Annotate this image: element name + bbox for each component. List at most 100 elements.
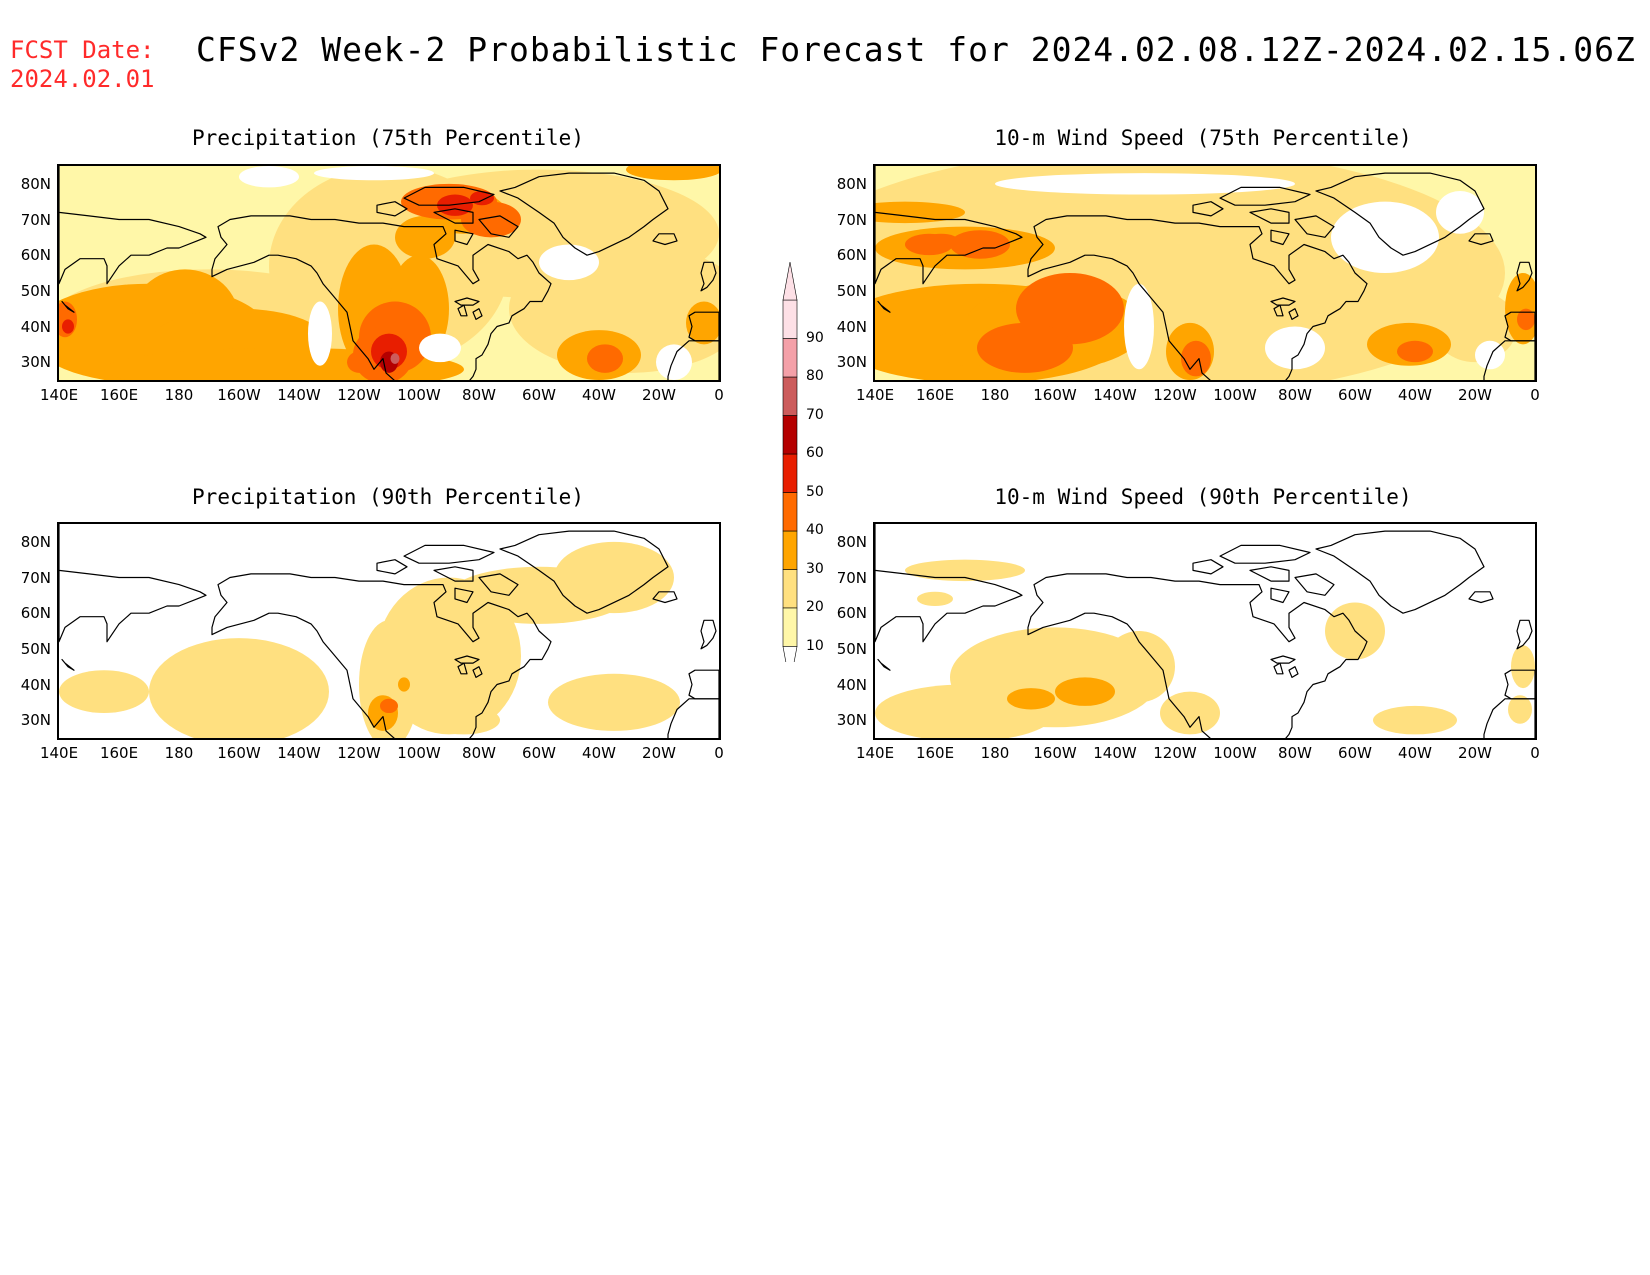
- lon-tick-label: 140E: [855, 386, 895, 404]
- lat-tick-label: 40N: [836, 675, 867, 694]
- coastline: [376, 559, 408, 575]
- map-wind90-svg: [875, 524, 1535, 738]
- probability-contour-level-40: [977, 322, 1073, 373]
- lat-tick-label: 60N: [836, 246, 867, 265]
- probability-contour-level-30: [1055, 677, 1115, 706]
- coastline: [875, 166, 1023, 285]
- page-title: CFSv2 Week-2 Probabilistic Forecast for …: [196, 30, 1636, 69]
- lon-tick-label: 40W: [1398, 744, 1432, 762]
- lat-tick-label: 70N: [836, 568, 867, 587]
- lat-tick-label: 70N: [20, 210, 51, 229]
- probability-contour-level-20: [149, 638, 329, 738]
- probability-contour-level-20: [59, 670, 149, 714]
- coastline: [454, 587, 474, 604]
- lon-tick-label: 60W: [1338, 386, 1372, 404]
- lon-tick-label: 160E: [915, 386, 955, 404]
- coastline: [1294, 215, 1335, 238]
- lat-tick-label: 60N: [20, 604, 51, 623]
- lat-tick-label: 50N: [20, 281, 51, 300]
- colorbar-tick-label: 90: [806, 329, 824, 346]
- lon-tick-label: 180: [164, 744, 194, 762]
- below-threshold-area: [995, 173, 1295, 195]
- probability-contour-level-40: [1517, 308, 1535, 331]
- colorbar-segment: [782, 530, 798, 570]
- lon-tick-label: 180: [980, 744, 1010, 762]
- lon-tick-label: 160E: [99, 744, 139, 762]
- coastline: [652, 233, 678, 246]
- lon-tick-label: 140E: [39, 386, 79, 404]
- coastline: [454, 229, 474, 246]
- map-wind90: [873, 522, 1537, 740]
- lat-tick-label: 30N: [20, 353, 51, 372]
- coastline: [457, 304, 468, 317]
- below-threshold-area: [314, 166, 434, 181]
- colorbar-segment: [782, 299, 798, 339]
- lon-tick-label: 20W: [1458, 744, 1492, 762]
- probability-contour-level-30: [398, 677, 410, 692]
- coastline: [472, 308, 483, 320]
- coastline: [59, 524, 207, 643]
- coastline: [403, 186, 495, 206]
- below-threshold-area: [308, 301, 332, 366]
- coastline: [877, 300, 891, 313]
- lat-tick-label: 50N: [836, 281, 867, 300]
- probability-contour-level-20: [1103, 631, 1175, 703]
- panel-title-precip90: Precipitation (90th Percentile): [192, 485, 584, 509]
- coastline: [1270, 297, 1296, 306]
- lat-tick-label: 50N: [836, 639, 867, 658]
- coastline: [1516, 619, 1533, 650]
- colorbar-tick-label: 80: [806, 368, 824, 384]
- lat-tick-label: 60N: [836, 604, 867, 623]
- below-threshold-area: [419, 333, 461, 363]
- colorbar-tick-label: 30: [806, 560, 824, 577]
- probability-contour-level-20: [1253, 273, 1397, 345]
- coastline: [688, 311, 719, 342]
- coastline: [1483, 340, 1535, 380]
- lat-tick-label: 80N: [836, 532, 867, 551]
- coastline: [403, 544, 495, 564]
- lat-tick-label: 40N: [836, 317, 867, 336]
- lat-tick-label: 50N: [20, 639, 51, 658]
- lon-tick-label: 180: [164, 386, 194, 404]
- colorbar-segment: [782, 338, 798, 378]
- colorbar-segment: [782, 453, 798, 493]
- lon-tick-label: 100W: [397, 386, 441, 404]
- coastline: [1504, 669, 1535, 700]
- coastline: [1288, 308, 1299, 320]
- colorbar-segment: [782, 607, 798, 647]
- coastline: [478, 573, 519, 596]
- fcst-date-label: FCST Date:: [10, 36, 155, 64]
- colorbar-tick-label: 40: [806, 522, 824, 538]
- coastline: [652, 591, 678, 604]
- lon-tick-label: 60W: [522, 744, 556, 762]
- coastline: [1249, 566, 1290, 582]
- below-threshold-area: [1265, 326, 1325, 370]
- coastline: [211, 215, 552, 380]
- colorbar-tick-label: 10: [806, 637, 824, 654]
- below-threshold-area: [1331, 201, 1439, 273]
- lon-tick-label: 0: [1530, 744, 1540, 762]
- map-precip75: [57, 164, 721, 382]
- coastline: [1483, 698, 1535, 738]
- probability-contour-level-40: [950, 230, 1010, 259]
- lon-tick-label: 20W: [642, 744, 676, 762]
- lon-tick-label: 140W: [277, 386, 321, 404]
- probability-contour-level-20: [554, 541, 674, 614]
- coastline: [877, 658, 891, 671]
- lon-tick-label: 0: [714, 744, 724, 762]
- probability-contour-level-20: [428, 705, 500, 735]
- map-precip90-svg: [59, 524, 719, 738]
- colorbar-bottom-extension: [782, 646, 798, 662]
- coastline: [1192, 201, 1224, 217]
- panel-title-wind90: 10-m Wind Speed (90th Percentile): [994, 485, 1412, 509]
- lon-tick-label: 140W: [1093, 386, 1137, 404]
- below-threshold-area: [656, 344, 692, 380]
- coastline: [1315, 172, 1485, 256]
- probability-contour-level-20: [548, 673, 680, 731]
- coastline: [454, 297, 480, 306]
- lon-tick-label: 120W: [1153, 744, 1197, 762]
- colorbar-svg: [782, 262, 798, 662]
- colorbar-segment: [782, 376, 798, 416]
- colorbar-tick-label: 60: [806, 445, 824, 461]
- coastline: [61, 300, 75, 313]
